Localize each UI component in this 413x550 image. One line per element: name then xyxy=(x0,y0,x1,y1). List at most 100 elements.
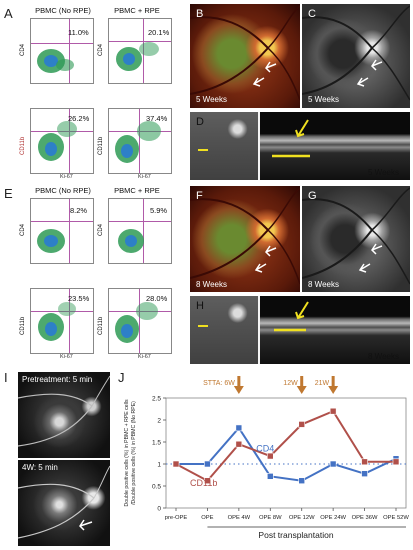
panel-label-h: H xyxy=(196,300,204,312)
y-tick-label: 2.5 xyxy=(152,396,161,403)
facs-e-cd11b-right-ylabel: CD11b xyxy=(98,316,104,335)
facs-dots xyxy=(115,121,161,163)
facs-dots xyxy=(116,42,159,71)
annotation-arrow-head xyxy=(296,386,307,394)
oct-scan-d xyxy=(190,112,410,180)
annotation-arrow-head xyxy=(328,386,339,394)
data-point-cd4 xyxy=(266,473,274,480)
facs-e-cd4-right-percent: 5.9% xyxy=(150,206,168,215)
facs-e-cd11b-no-rpe xyxy=(30,288,94,354)
oct-scan-h xyxy=(190,296,410,364)
data-point-cd4 xyxy=(235,424,243,432)
facs-a-cd4-left-ylabel: CD4 xyxy=(20,43,26,56)
x-tick-label: OPE 8W xyxy=(259,515,282,521)
facs-a-cd11b-no-rpe xyxy=(30,108,94,174)
y-tick-label: 2 xyxy=(157,418,161,425)
facs-e-cd11b-right-percent: 28.0% xyxy=(146,294,168,303)
facs-dots xyxy=(38,121,77,161)
vessel-overlay xyxy=(18,375,110,447)
panel-a-col1-title: PBMC (No RPE) xyxy=(35,6,91,15)
facs-e-cd4-with-rpe xyxy=(108,198,172,264)
data-point-cd11b xyxy=(392,458,400,466)
panel-a-col2-title: PBMC + RPE xyxy=(114,6,160,15)
y-tick-label: 1.5 xyxy=(152,440,161,447)
oct-markers xyxy=(198,301,309,332)
facs-e-cd11b-left-ylabel: CD11b xyxy=(20,316,26,335)
data-point-cd11b xyxy=(298,421,306,428)
vessel-overlay xyxy=(302,5,410,101)
facs-dots xyxy=(37,49,74,73)
data-point-cd11b xyxy=(204,477,211,485)
fundus-photo-g xyxy=(302,186,410,292)
oct-fundus-thumb xyxy=(190,112,258,180)
vessel-overlay xyxy=(190,5,300,101)
facs-a-cd11b-right-ylabel: CD11b xyxy=(98,136,104,155)
panel-b-time: 5 Weeks xyxy=(196,95,227,104)
panel-i-top-caption: Pretreatment: 5 min xyxy=(22,375,93,384)
fundus-photo-b xyxy=(190,4,300,108)
x-axis-label: Post transplantation xyxy=(258,530,333,540)
annotation-arrow-shaft xyxy=(331,376,335,386)
data-point-cd11b xyxy=(266,452,274,460)
annotation-arrow-shaft xyxy=(237,376,241,386)
series-line-cd11b xyxy=(175,409,396,482)
panel-label-i: I xyxy=(4,370,8,385)
facs-a-cd11b-right-percent: 37.4% xyxy=(146,114,168,123)
x-tick-label: OPE 12W xyxy=(289,515,315,521)
panel-label-c: C xyxy=(308,8,316,20)
annotation-label: 12W xyxy=(283,380,298,387)
oct-markers xyxy=(198,119,310,158)
panel-label-e: E xyxy=(4,186,13,201)
data-point-cd11b xyxy=(235,440,243,448)
x-tick-label: OPE xyxy=(201,515,213,521)
data-point-cd4 xyxy=(329,460,337,468)
annotation-arrow-head xyxy=(233,386,244,394)
y-axis-label: Double positive cells (%) in PBMC + RPE … xyxy=(124,399,130,507)
x-tick-label: OPE 52W xyxy=(383,515,409,521)
panel-label-a: A xyxy=(4,6,13,21)
plot-area xyxy=(165,397,407,509)
fundus-photo-f xyxy=(190,186,300,292)
data-point-cd4 xyxy=(361,470,368,477)
panel-label-g: G xyxy=(308,190,317,202)
data-point-cd4 xyxy=(298,477,306,485)
facs-dots xyxy=(38,302,76,341)
facs-e-cd4-left-percent: 8.2% xyxy=(70,206,88,215)
facs-e-xlabel: Ki-67 xyxy=(60,354,73,360)
facs-dots xyxy=(37,229,65,253)
oct-fundus-thumb xyxy=(190,296,258,364)
annotation-label: 21W xyxy=(315,380,330,387)
panel-g-time: 8 Weeks xyxy=(308,280,339,289)
oct-bscan xyxy=(260,112,410,180)
facs-e-cd11b-with-rpe xyxy=(108,288,172,354)
facs-e-cd4-right-ylabel: CD4 xyxy=(98,223,104,236)
annotation-label: STTA: 6W xyxy=(203,380,235,387)
data-point-cd4 xyxy=(204,460,211,468)
vessel-overlay xyxy=(18,465,110,539)
angiogram-4w xyxy=(18,460,110,546)
facs-e-cd4-left-ylabel: CD4 xyxy=(20,223,26,236)
data-point-cd11b xyxy=(361,458,368,466)
x-tick-label: pre-OPE xyxy=(165,515,188,521)
panel-i-bottom-caption: 4W: 5 min xyxy=(22,463,58,472)
y-axis-label: /Double positive cells (%) in PBMC (No R… xyxy=(131,401,137,505)
panel-h-time: 8 Weeks xyxy=(368,352,399,361)
x-tick-label: OPE 24W xyxy=(320,515,346,521)
series-label-cd11b: CD11b xyxy=(190,478,217,488)
facs-a-cd4-right-percent: 20.1% xyxy=(148,28,170,37)
panel-d-time: 5 Weeks xyxy=(368,168,399,177)
facs-a-cd4-right-ylabel: CD4 xyxy=(98,43,104,56)
series-line-cd4 xyxy=(176,426,397,482)
panel-e-col1-title: PBMC (No RPE) xyxy=(35,186,91,195)
facs-a-cd4-no-rpe xyxy=(30,18,94,84)
x-tick-label: OPE 36W xyxy=(352,515,378,521)
panel-e-col2-title: PBMC + RPE xyxy=(114,186,160,195)
facs-a-cd11b-left-ylabel: CD11b xyxy=(20,136,26,155)
chart-j: 0 0.5 1 1.5 2 2.5 pre-OPE OPE OPE 4W OPE 8W OPE 12… xyxy=(124,376,409,540)
y-tick-label: 0 xyxy=(157,506,161,513)
facs-a-cd4-with-rpe xyxy=(108,18,172,84)
facs-e-cd4-no-rpe xyxy=(30,198,94,264)
panel-label-d: D xyxy=(196,116,204,128)
fundus-photo-c xyxy=(302,4,410,108)
annotation-arrow-shaft xyxy=(300,376,304,386)
